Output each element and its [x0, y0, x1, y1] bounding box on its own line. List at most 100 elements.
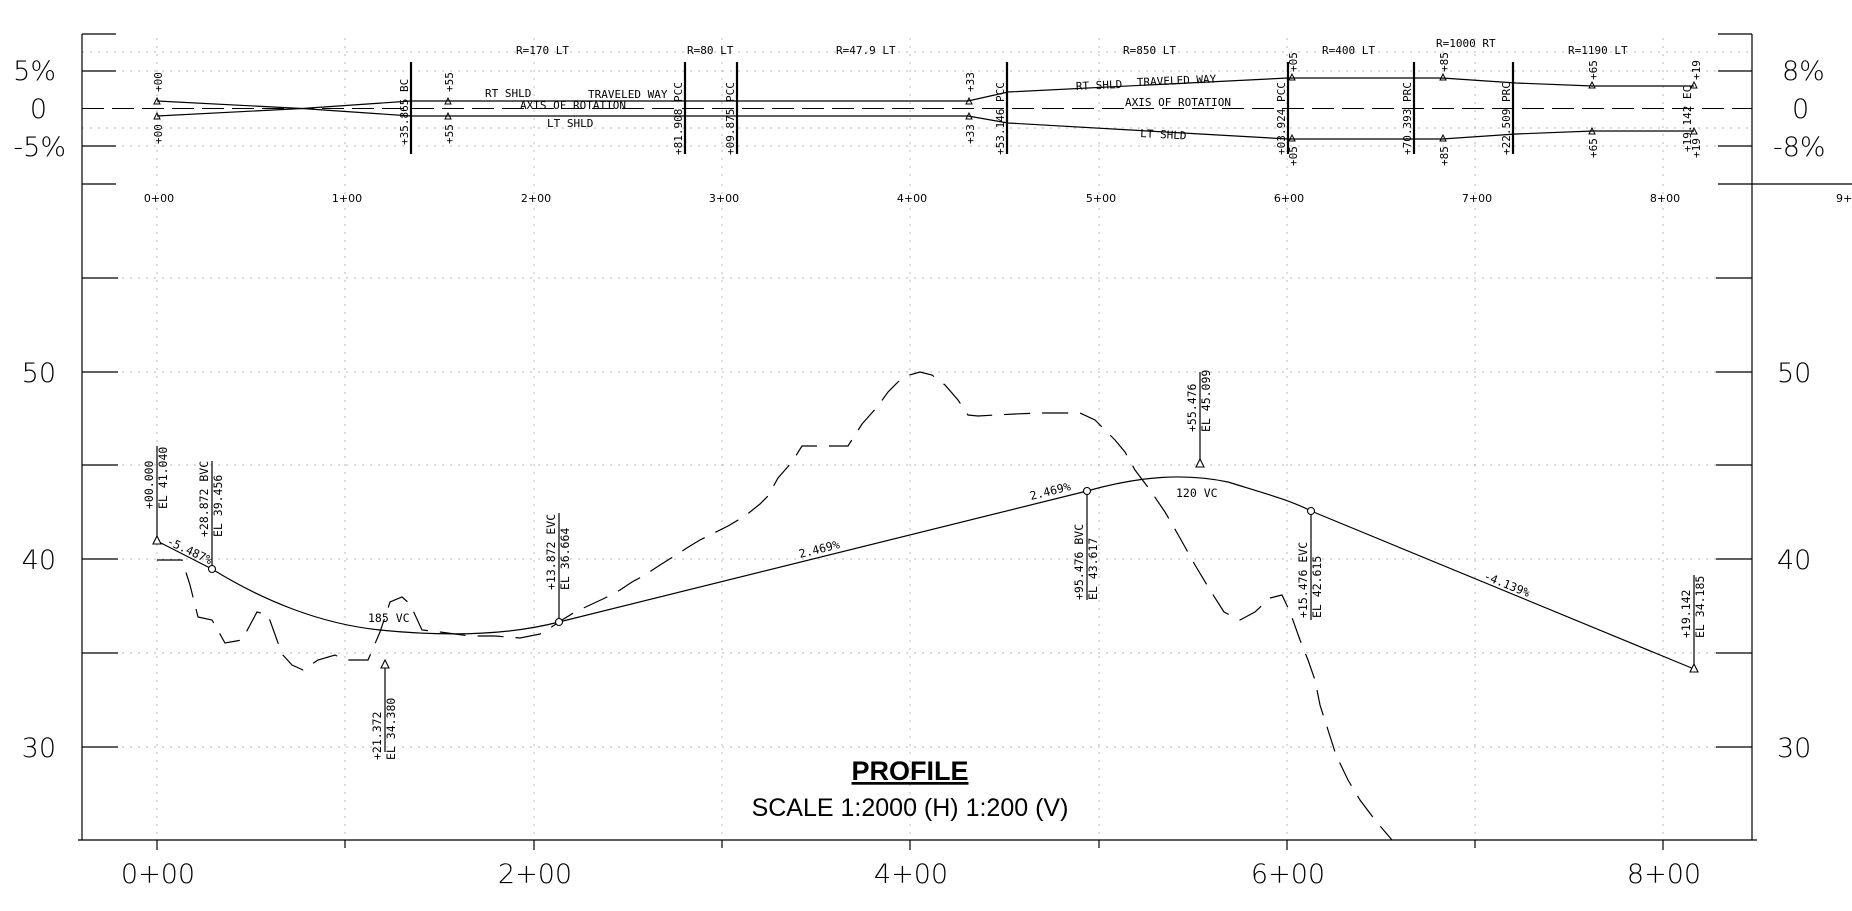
curve-radius-label: R=47.9 LT	[836, 44, 896, 57]
station-mark-label: +22.509 PRC	[1500, 82, 1513, 155]
profile-y-tick-50-right: 50	[1777, 358, 1811, 389]
point-station-label: +55.476	[1185, 383, 1199, 432]
station-mark-label: +55	[443, 72, 456, 92]
station-mark-label: +00	[152, 72, 165, 92]
station-mark-label: +33	[964, 72, 977, 92]
profile-x-tick: 2+00	[498, 859, 572, 890]
grade-label: -4.139%	[1482, 569, 1532, 600]
point-elevation-label: EL 43.617	[1086, 538, 1100, 600]
point-elevation-label: EL 39.456	[211, 475, 225, 537]
se-station-label: 5+00	[1086, 192, 1116, 205]
traveled-way-label: TRAVELED WAY	[1137, 73, 1217, 89]
point-station-label: +15.476 EVC	[1296, 542, 1310, 618]
profile-scale: SCALE 1:2000 (H) 1:200 (V)	[752, 794, 1069, 822]
vertical-curve-label: 120 VC	[1176, 486, 1218, 500]
curve-radius-label: R=170 LT	[516, 44, 569, 57]
point-station-label: +19.142	[1679, 590, 1693, 638]
se-station-label: 6+00	[1274, 192, 1304, 205]
profile-point-labels: +00.000 EL 41.040 +28.872 BVC EL 39.456 …	[142, 370, 1707, 760]
lt-shld-label: LT SHLD	[547, 117, 593, 130]
station-mark-label: +09.875 PCC	[724, 82, 737, 155]
profile-grid	[82, 184, 1752, 840]
station-mark-label: +05	[1287, 146, 1300, 166]
station-mark-label: +55	[443, 124, 456, 144]
grade-label: -5.487%	[165, 534, 215, 567]
vertical-curve-label: 185 VC	[368, 611, 410, 625]
profile-x-tick: 6+00	[1251, 859, 1325, 890]
station-mark-label: +70.393 PRC	[1401, 82, 1414, 155]
profile-markers	[152, 457, 1699, 673]
axis-of-rotation-label: AXIS OF ROTATION	[520, 99, 626, 112]
critical-point-bars	[409, 62, 1515, 154]
station-mark-label: +85	[1438, 52, 1451, 72]
profile-y-tick-40-right: 40	[1777, 545, 1811, 576]
point-elevation-label: EL 36.664	[558, 528, 572, 590]
profile-x-tick: 0+00	[121, 859, 195, 890]
curve-radius-label: R=1190 LT	[1568, 44, 1628, 57]
point-station-label: +95.476 BVC	[1072, 524, 1086, 600]
station-mark-label: +03.924 PCC	[1275, 82, 1288, 155]
profile-x-tick: 8+00	[1627, 859, 1701, 890]
point-elevation-label: EL 34.380	[384, 698, 398, 760]
proposed-grade-line	[156, 476, 1695, 670]
station-mark-label: +19	[1690, 60, 1703, 80]
superelevation-stations: 0+00 1+00 2+00 3+00 4+00 5+00 6+00 7+00 …	[144, 192, 1852, 205]
profile-frame	[78, 184, 1757, 850]
station-mark-label: +05	[1287, 52, 1300, 72]
se-right-tick-bot: -8%	[1773, 132, 1826, 163]
curve-radius-label: R=850 LT	[1123, 44, 1176, 57]
station-mark-label: +85	[1438, 146, 1451, 166]
se-station-label: 0+00	[144, 192, 174, 205]
grade-label: 2.469%	[1028, 479, 1072, 503]
se-station-label: 8+00	[1650, 192, 1680, 205]
curve-radius-label: R=80 LT	[687, 44, 734, 57]
superelevation-diagram: 5% 0 -5% 8% 0 -8% 0+00 1+00 2+00 3+00 4+…	[13, 33, 1852, 205]
point-elevation-label: EL 41.040	[156, 447, 170, 509]
curve-radius-label: R=400 LT	[1322, 44, 1375, 57]
se-station-label: 3+00	[709, 192, 739, 205]
triangle-markers	[153, 72, 1698, 142]
traveled-way-label: TRAVELED WAY	[588, 88, 668, 101]
profile-y-tick-50: 50	[22, 358, 56, 389]
axis-of-rotation-label: AXIS OF ROTATION	[1125, 96, 1231, 109]
rt-shld-label: RT SHLD	[485, 87, 531, 100]
line-labels: RT SHLD TRAVELED WAY AXIS OF ROTATION LT…	[485, 73, 1231, 143]
station-mark-label: +35.865 BC	[398, 79, 411, 145]
profile-y-tick-30: 30	[22, 733, 56, 764]
station-mark-label: +19	[1690, 138, 1703, 158]
point-station-label: +13.872 EVC	[544, 514, 558, 590]
se-station-label: 4+00	[897, 192, 927, 205]
profile-y-tick-40: 40	[22, 545, 56, 576]
point-elevation-label: EL 45.099	[1199, 370, 1213, 432]
se-station-label: 2+00	[521, 192, 551, 205]
station-mark-label: +65	[1587, 138, 1600, 158]
point-station-label: +21.372	[370, 712, 384, 760]
point-station-label: +00.000	[142, 460, 156, 509]
curve-labels: R=170 LT R=80 LT R=47.9 LT R=850 LT R=40…	[516, 37, 1628, 57]
profile-x-tick: 4+00	[874, 859, 948, 890]
se-station-label: 9+0	[1836, 192, 1852, 205]
point-station-label: +28.872 BVC	[197, 461, 211, 537]
existing-ground-line	[157, 371, 1393, 841]
se-right-tick-mid: 0	[1792, 94, 1809, 125]
profile-view: 50 40 30 50 40 30 0+00 2+00 4+00 6+00 8+…	[22, 184, 1811, 890]
rt-shld-label: RT SHLD	[1076, 78, 1123, 93]
point-elevation-label: EL 34.185	[1693, 576, 1707, 638]
lt-shld-label: LT SHLD	[1140, 127, 1187, 142]
profile-y-tick-30-right: 30	[1777, 733, 1811, 764]
right-shoulder-line	[156, 77, 1694, 110]
left-shoulder-line	[156, 107, 1694, 140]
point-elevation-label: EL 42.615	[1310, 556, 1324, 618]
se-left-tick-bot: -5%	[13, 132, 66, 163]
curve-radius-label: R=1000 RT	[1436, 37, 1496, 50]
station-mark-label: +81.908 PCC	[672, 82, 685, 155]
se-left-tick-top: 5%	[13, 56, 56, 87]
profile-title: PROFILE	[851, 756, 968, 786]
se-right-tick-top: 8%	[1782, 56, 1825, 87]
station-mark-label: +53.146 PCC	[994, 82, 1007, 155]
se-station-label: 1+00	[332, 192, 362, 205]
se-left-tick-mid: 0	[30, 94, 47, 125]
se-station-label: 7+00	[1462, 192, 1492, 205]
station-mark-label: +00	[152, 124, 165, 144]
